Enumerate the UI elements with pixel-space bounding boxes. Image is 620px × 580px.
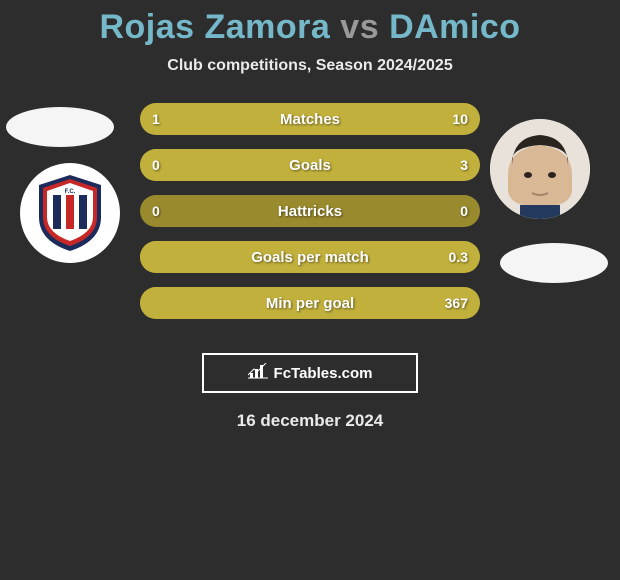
stat-row: 00Hattricks (140, 195, 480, 227)
player2-name: DAmico (389, 8, 520, 46)
svg-text:F.C.: F.C. (65, 189, 76, 195)
comparison-title: Rojas Zamora vs DAmico (0, 8, 620, 47)
stat-bars: 110Matches 03Goals 00Hattricks 0.3Goals per… (140, 103, 480, 333)
stat-label: Goals (140, 149, 480, 181)
stat-row: 110Matches (140, 103, 480, 135)
comparison-body: F.C. 110Matches 03Goals 00Hattricks 0.3Goal… (0, 103, 620, 343)
brand-text: FcTables.com (274, 365, 373, 382)
player1-name: Rojas Zamora (99, 8, 330, 46)
stat-label: Matches (140, 103, 480, 135)
player2-avatar (490, 119, 590, 219)
subtitle: Club competitions, Season 2024/2025 (0, 57, 620, 75)
player1-club-badge: F.C. (20, 163, 120, 263)
date-text: 16 december 2024 (0, 411, 620, 431)
player-face-icon (490, 119, 590, 219)
brand-box: FcTables.com (202, 353, 418, 393)
player1-avatar-placeholder (6, 107, 114, 147)
stat-row: 367Min per goal (140, 287, 480, 319)
stat-row: 0.3Goals per match (140, 241, 480, 273)
stat-label: Goals per match (140, 241, 480, 273)
stat-row: 03Goals (140, 149, 480, 181)
stat-label: Min per goal (140, 287, 480, 319)
player2-club-badge-placeholder (500, 243, 608, 283)
chart-icon (248, 363, 268, 383)
vs-text: vs (340, 8, 379, 46)
stat-label: Hattricks (140, 195, 480, 227)
crotone-crest-icon: F.C. (35, 173, 105, 253)
